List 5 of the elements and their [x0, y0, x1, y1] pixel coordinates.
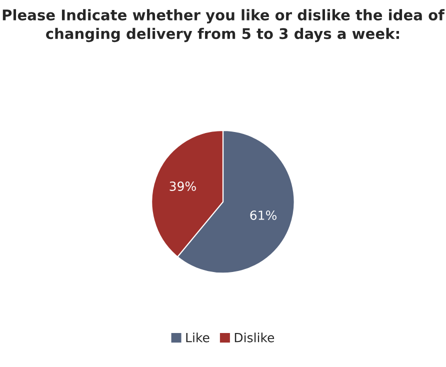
data-label: 39%	[170, 182, 196, 191]
chart-title: Please Indicate whether you like or dislike the idea of changing delivery from 5 to 3 days a week:	[2, 9, 445, 42]
legend-label: Dislike	[234, 332, 274, 342]
data-label: 61%	[250, 210, 276, 220]
legend-label: Like	[186, 332, 210, 342]
